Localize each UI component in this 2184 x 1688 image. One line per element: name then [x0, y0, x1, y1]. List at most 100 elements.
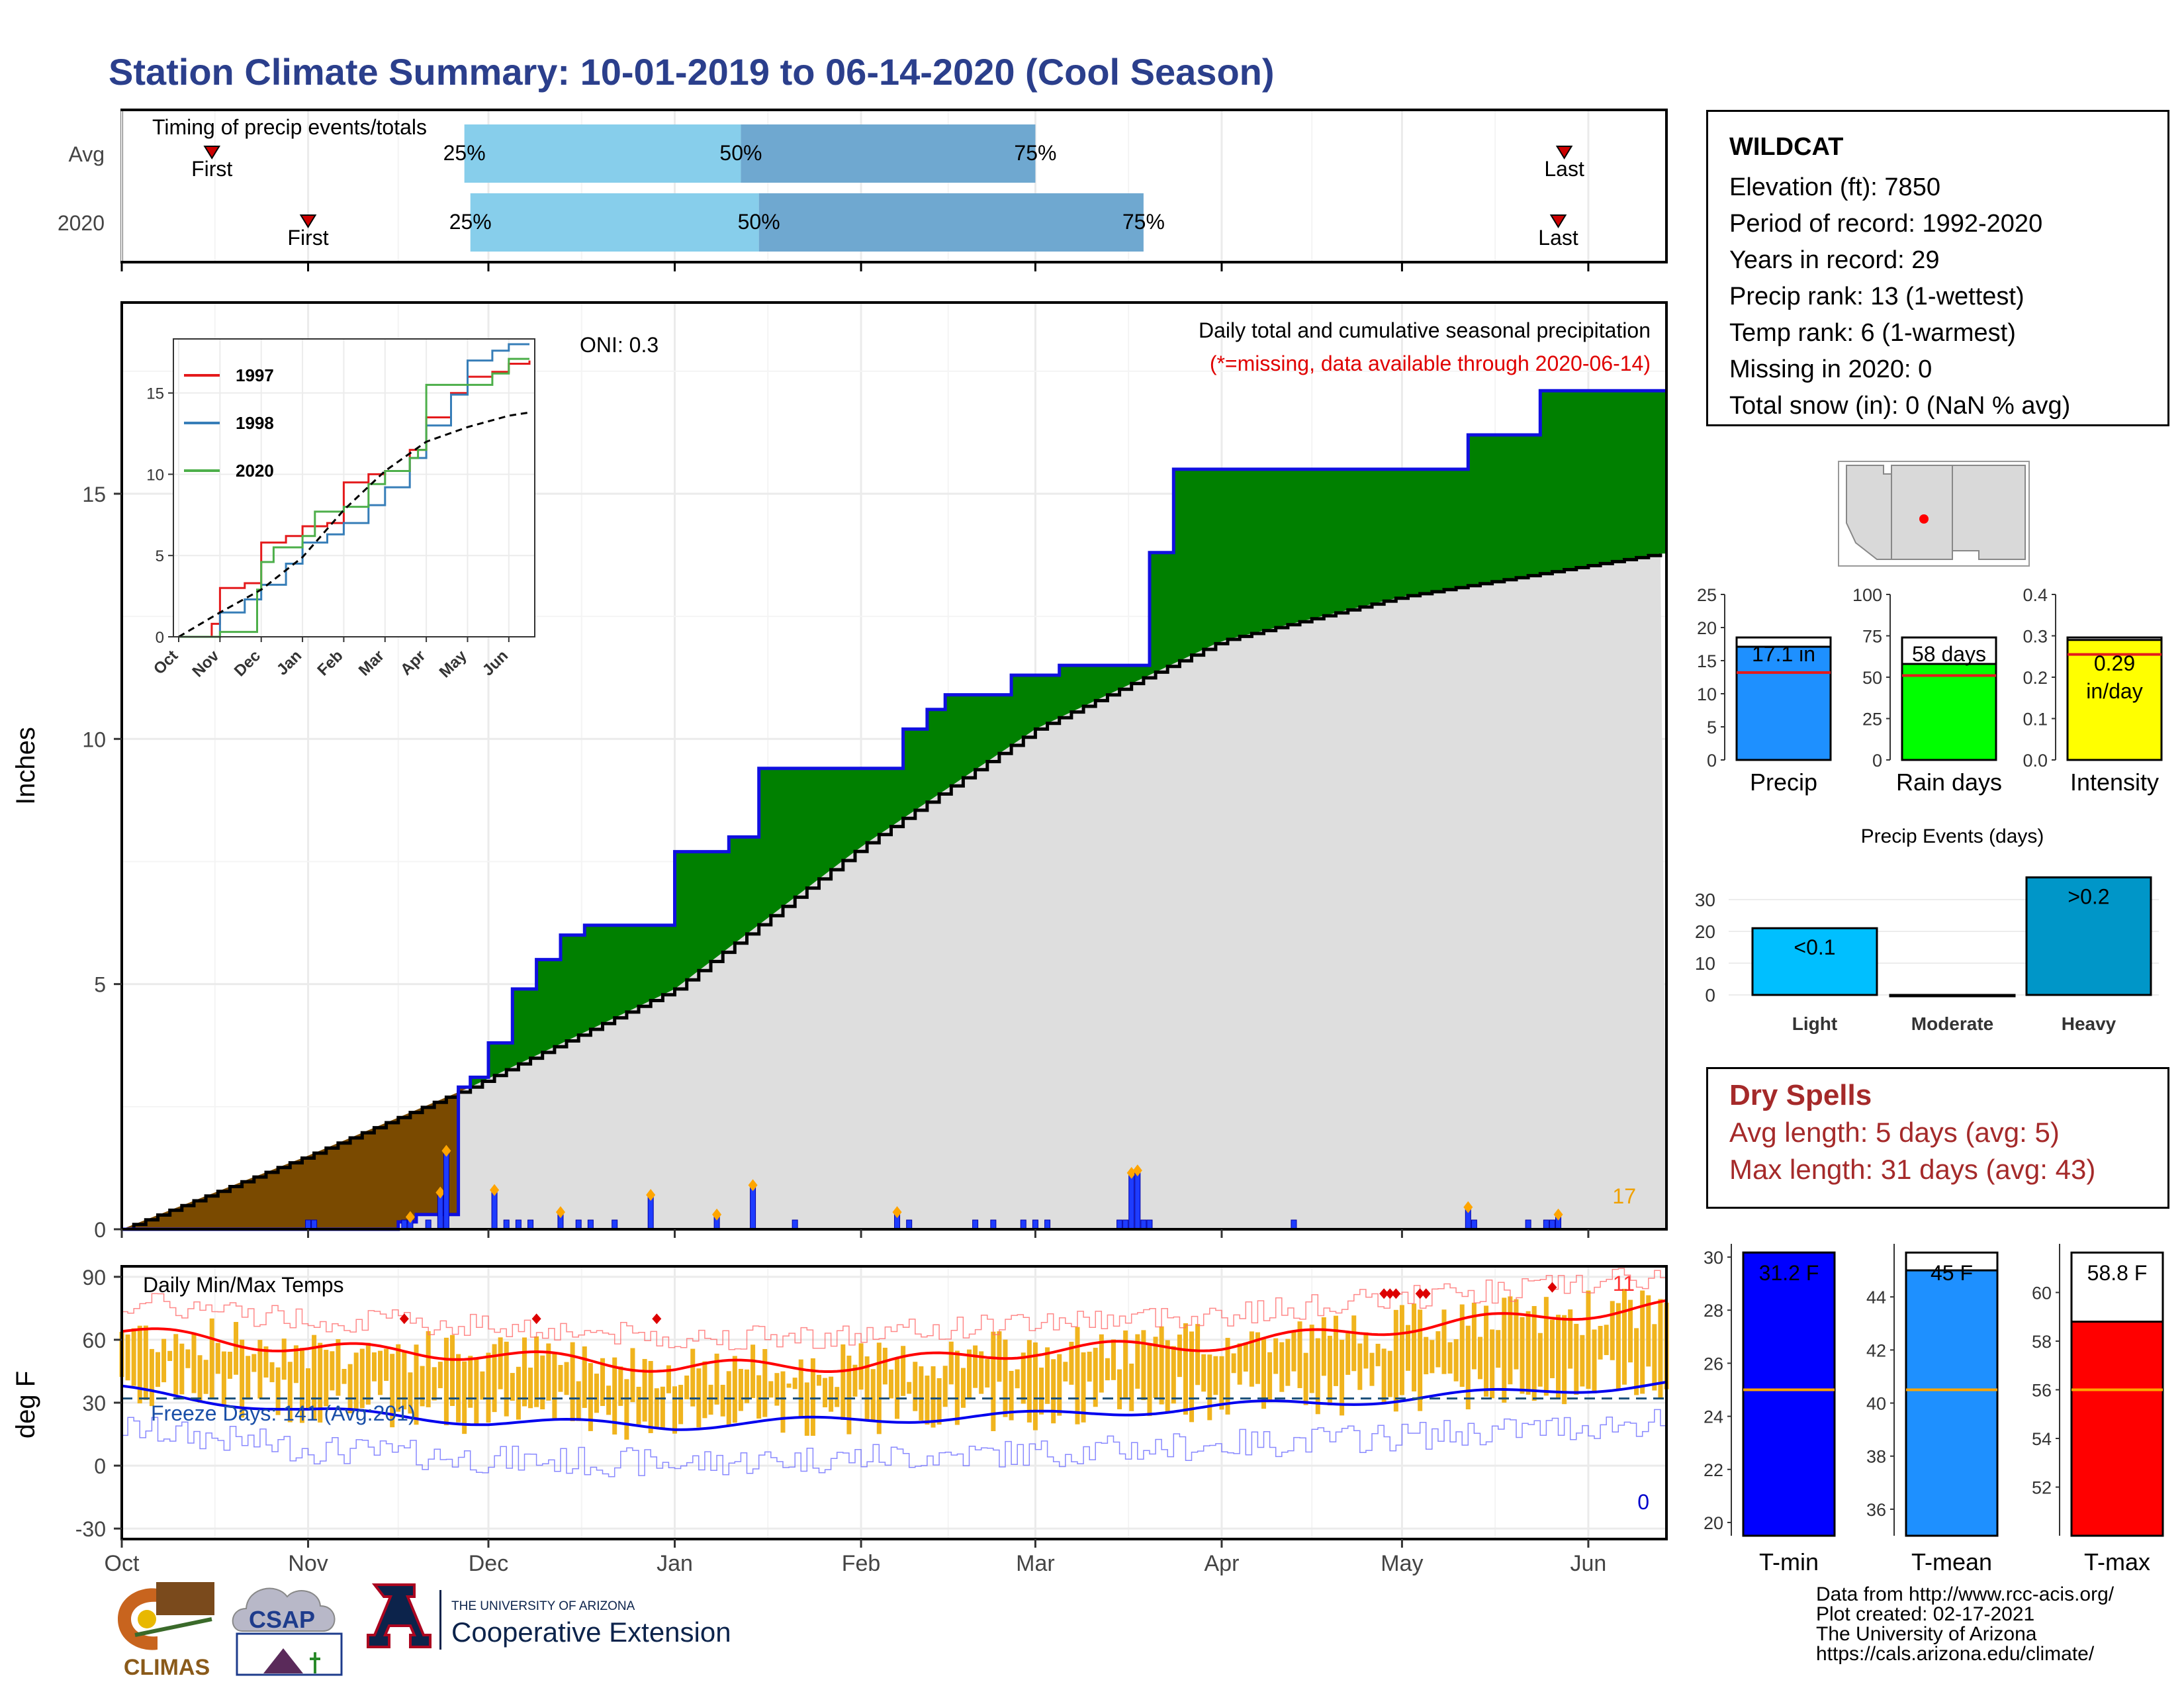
- heavy-event-marker: [892, 1206, 902, 1219]
- daily-temp-range-bar: [606, 1385, 612, 1415]
- daily-temp-range-bar: [852, 1364, 858, 1397]
- temp-bar-tick-label: 26: [1704, 1354, 1723, 1374]
- temp-bar-tick-label: 36: [1866, 1500, 1886, 1520]
- daily-temp-range-bar: [510, 1373, 515, 1401]
- summary-bar-label: Intensity: [2070, 769, 2159, 796]
- daily-precip-bar: [750, 1184, 756, 1230]
- temp-bar-tick-label: 30: [1704, 1248, 1723, 1268]
- daily-temp-range-bar: [1075, 1327, 1080, 1425]
- daily-temp-range-bar: [1243, 1342, 1248, 1372]
- daily-temp-range-bar: [1015, 1369, 1020, 1389]
- daily-temp-range-bar: [498, 1337, 503, 1389]
- timing-first-label: First: [287, 226, 328, 250]
- daily-temp-range-bar: [858, 1343, 864, 1390]
- record-high-marker: [1385, 1288, 1395, 1299]
- daily-temp-range-bar: [173, 1334, 179, 1395]
- timing-bar-q50-q75: [758, 193, 1144, 252]
- daily-temp-range-bar: [1093, 1348, 1098, 1407]
- daily-temp-range-bar: [1525, 1311, 1531, 1395]
- timing-q50-label: 50%: [738, 210, 780, 234]
- daily-temp-range-bar: [570, 1342, 575, 1422]
- record-high-marker: [1391, 1288, 1401, 1299]
- temp-ylabel: deg F: [11, 1371, 40, 1438]
- freeze-days-label: Freeze Days: 141 (Avg:201): [151, 1401, 416, 1425]
- daily-temp-range-bar: [1003, 1339, 1008, 1417]
- summary-tick-label: 0.3: [2023, 627, 2048, 647]
- credit-line-3: The University of Arizona: [1816, 1623, 2037, 1645]
- temp-bar-t-min: [1742, 1251, 1836, 1537]
- record-high-marker: [1379, 1288, 1389, 1299]
- temp-bar-value: 45 F: [1931, 1261, 1973, 1285]
- daily-temp-range-bar: [1615, 1303, 1621, 1391]
- daily-temp-range-bar: [895, 1359, 900, 1419]
- daily-temp-range-bar: [1153, 1336, 1158, 1398]
- daily-temp-range-bar: [1658, 1299, 1663, 1399]
- daily-temp-range-bar: [1032, 1342, 1038, 1430]
- csap-logo-text: CSAP: [249, 1606, 315, 1633]
- daily-temp-range-bar: [341, 1368, 347, 1384]
- daily-temp-range-bar: [365, 1342, 371, 1405]
- summary-tick-label: 75: [1862, 627, 1882, 647]
- daily-precip-bar: [1116, 1219, 1123, 1230]
- daily-temp-range-bar: [1009, 1370, 1014, 1421]
- month-label: Feb: [842, 1551, 881, 1576]
- daily-temp-range-bar: [1334, 1315, 1339, 1386]
- events-tick-label: 0: [1705, 985, 1715, 1006]
- daily-temp-range-bar: [919, 1366, 924, 1421]
- summary-bar-label: Precip: [1750, 769, 1817, 796]
- events-bar-value: >0.2: [2068, 884, 2109, 908]
- daily-temp-range-bar: [1441, 1309, 1447, 1374]
- daily-temp-range-bar: [816, 1375, 821, 1386]
- daily-precip-bar: [401, 1219, 408, 1230]
- daily-temp-range-bar: [462, 1361, 467, 1434]
- inset-series-avg: [178, 411, 530, 638]
- avg-cumulative-area: [122, 553, 1666, 1229]
- heavy-event-marker: [748, 1179, 758, 1192]
- daily-temp-range-bar: [1069, 1341, 1074, 1385]
- daily-temp-range-bar: [371, 1352, 377, 1382]
- daily-temp-range-bar: [1057, 1354, 1062, 1416]
- daily-temp-range-bar: [1447, 1342, 1453, 1374]
- daily-temp-range-bar: [1514, 1299, 1519, 1370]
- daily-precip-bar: [1291, 1219, 1297, 1230]
- temp-bar-tick-label: 60: [2032, 1284, 2052, 1303]
- temp-bar-tick-label: 22: [1704, 1460, 1723, 1480]
- daily-temp-range-bar: [1099, 1334, 1104, 1393]
- daily-temp-range-bar: [1087, 1351, 1092, 1382]
- timing-bar-q25-q50: [470, 193, 759, 252]
- daily-temp-range-bar: [774, 1373, 780, 1406]
- summary-tick-label: 0.0: [2023, 751, 2048, 771]
- daily-temp-range-bar: [1237, 1343, 1242, 1385]
- daily-temp-range-bar: [1279, 1342, 1285, 1392]
- daily-temp-range-bar: [221, 1351, 226, 1405]
- daily-temp-range-bar: [1543, 1297, 1549, 1396]
- daily-temp-range-bar: [594, 1374, 599, 1413]
- daily-temp-range-bar: [1081, 1352, 1086, 1423]
- daily-temp-range-bar: [780, 1371, 786, 1433]
- daily-temp-range-bar: [582, 1346, 587, 1408]
- daily-precip-bar: [1140, 1219, 1147, 1230]
- daily-temp-range-bar: [648, 1361, 653, 1433]
- timing-last-marker: [1555, 146, 1573, 160]
- daily-temp-range-bar: [1129, 1363, 1134, 1411]
- above-average-area: [470, 391, 1667, 1088]
- temp-bar-t-mean: [1905, 1269, 1999, 1537]
- daily-temp-range-bar: [804, 1382, 809, 1436]
- daily-temp-range-bar: [991, 1331, 996, 1431]
- daily-temp-range-bar: [474, 1358, 479, 1425]
- daily-temp-range-bar: [1231, 1353, 1236, 1374]
- daily-temp-range-bar: [1117, 1369, 1122, 1409]
- oni-label: ONI: 0.3: [580, 333, 659, 357]
- daily-temp-range-bar: [967, 1349, 972, 1399]
- credits: Data from http://www.rcc-acis.org/ Plot …: [1816, 1585, 2114, 1664]
- temp-ytick-label: 0: [94, 1454, 106, 1478]
- temp-bar-tick-label: 56: [2032, 1381, 2052, 1401]
- daily-temp-range-bar: [1435, 1331, 1441, 1368]
- summary-tick-label: 20: [1697, 618, 1717, 638]
- credit-line-4: https://cals.arizona.edu/climate/: [1816, 1643, 2095, 1665]
- daily-temp-range-bar: [1592, 1329, 1597, 1393]
- temp-ytick-label: 90: [82, 1266, 106, 1289]
- daily-temp-range-bar: [1201, 1354, 1206, 1392]
- station-snow: Total snow (in): 0 (NaN % avg): [1729, 392, 2071, 420]
- daily-precip-bar: [1122, 1219, 1129, 1230]
